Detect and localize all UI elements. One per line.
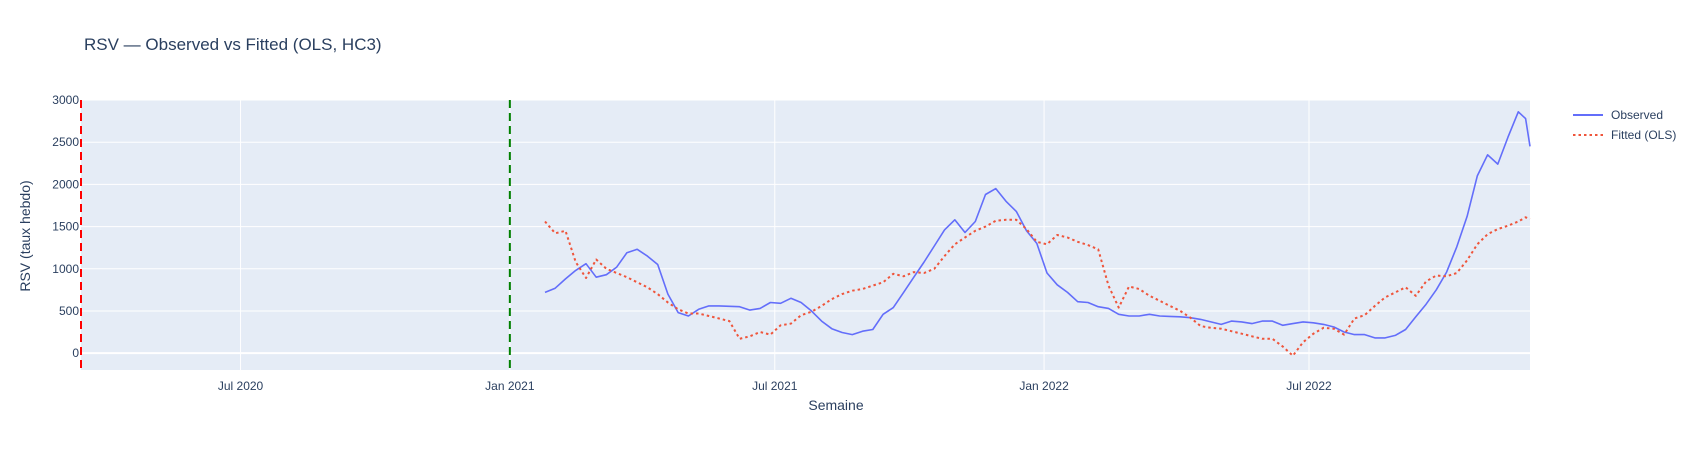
y-tick-label: 3000 bbox=[52, 93, 79, 107]
y-tick-label: 500 bbox=[59, 304, 79, 318]
x-tick-label: Jul 2022 bbox=[1286, 379, 1332, 393]
x-tick-label: Jul 2021 bbox=[752, 379, 798, 393]
x-tick-label: Jan 2021 bbox=[485, 379, 535, 393]
legend-label: Fitted (OLS) bbox=[1611, 128, 1676, 142]
x-axis-ticks: Jul 2020 Jan 2021 Jul 2021 Jan 2022 Jul 2022 bbox=[218, 379, 1332, 393]
y-axis-title: RSV (taux hebdo) bbox=[17, 180, 33, 291]
grid bbox=[81, 99, 1530, 370]
y-tick-label: 1000 bbox=[52, 262, 79, 276]
y-tick-label: 1500 bbox=[52, 220, 79, 234]
x-tick-label: Jul 2020 bbox=[218, 379, 264, 393]
x-axis-title: Semaine bbox=[808, 397, 863, 413]
y-axis-ticks: 0 500 1000 1500 2000 2500 3000 bbox=[52, 93, 79, 360]
y-tick-label: 0 bbox=[72, 346, 79, 360]
reference-lines bbox=[80, 100, 511, 370]
y-tick-label: 2500 bbox=[52, 135, 79, 149]
y-tick-label: 2000 bbox=[52, 177, 79, 191]
plot-area bbox=[81, 100, 1530, 370]
x-tick-label: Jan 2022 bbox=[1019, 379, 1069, 393]
legend: Observed Fitted (OLS) bbox=[1573, 108, 1676, 142]
series-line-0 bbox=[544, 111, 1531, 339]
series-lines bbox=[544, 111, 1531, 357]
chart-title: RSV — Observed vs Fitted (OLS, HC3) bbox=[84, 35, 382, 54]
legend-label: Observed bbox=[1611, 108, 1663, 122]
